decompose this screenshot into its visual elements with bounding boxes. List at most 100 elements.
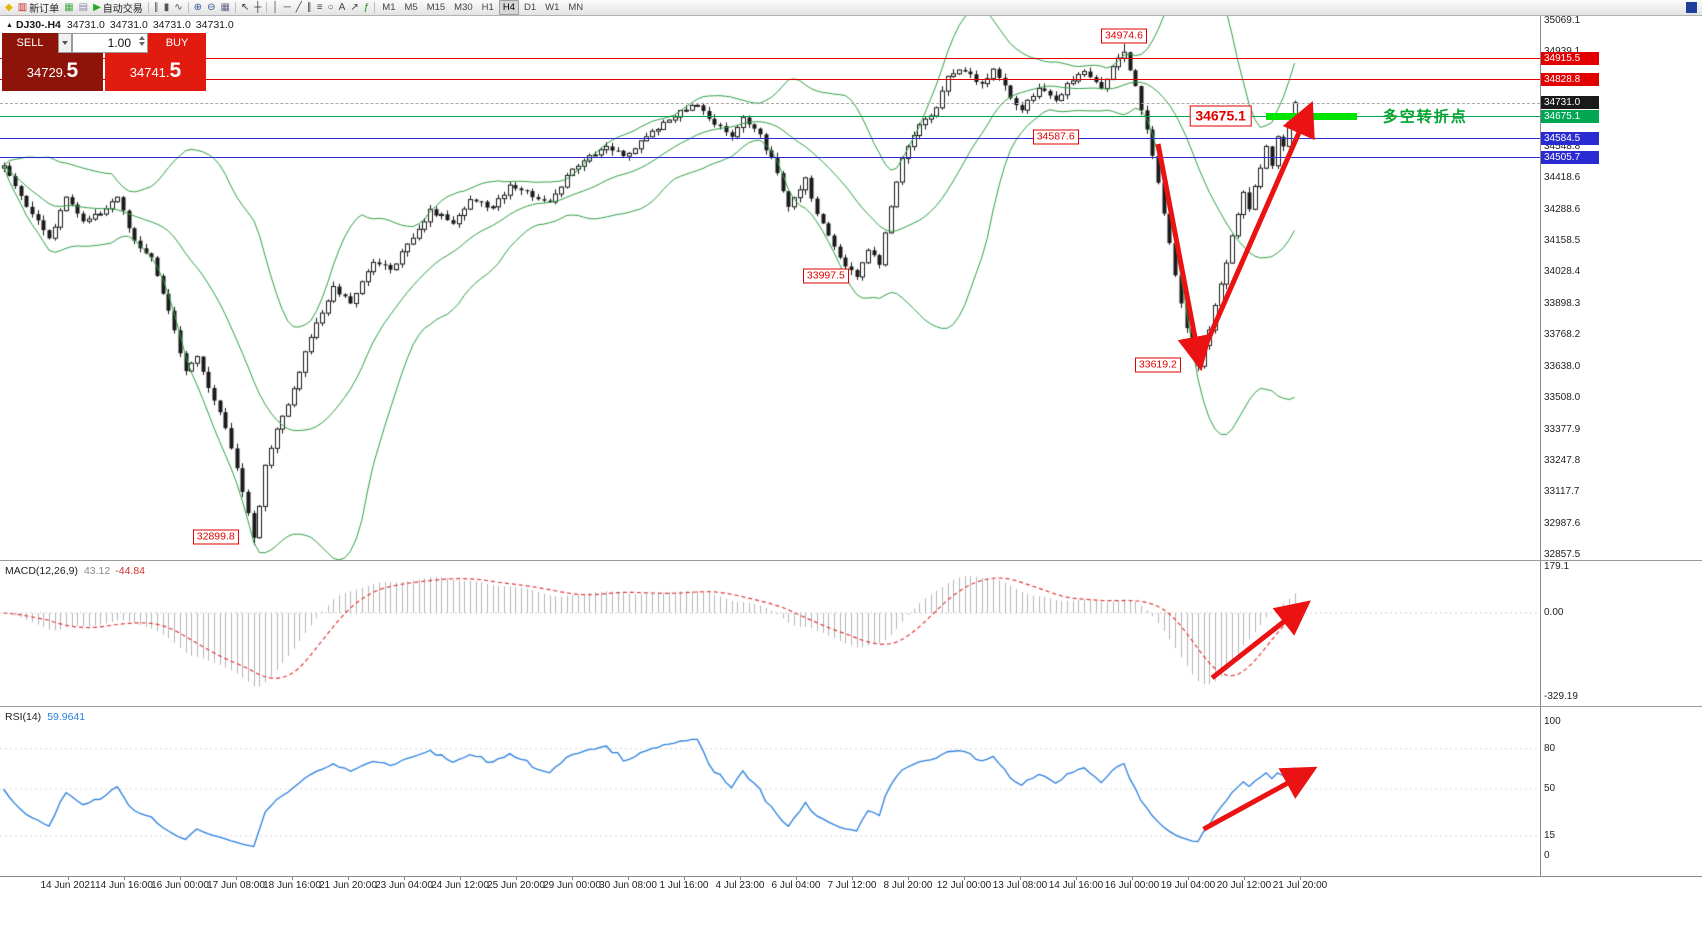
turning-point-text: 多空转折点 (1382, 108, 1468, 126)
time-axis-tick (964, 876, 965, 880)
symbol-name: DJ30-.H4 (15, 19, 61, 31)
horizontal-line-icon[interactable]: ─ (282, 1, 293, 15)
panel-separator[interactable] (0, 706, 1702, 707)
price-axis-label: 34028.4 (1544, 266, 1581, 278)
timeframe-h1[interactable]: H1 (481, 2, 494, 13)
time-axis-tick (572, 876, 573, 880)
profiles-icon[interactable]: ▤ (77, 1, 90, 15)
price-axis-label: 34548.8 (1544, 140, 1581, 152)
turning-point-highlight[interactable] (1266, 112, 1358, 120)
window-icon[interactable] (1686, 2, 1697, 13)
zoom-in-icon: ⊕ (193, 2, 203, 13)
timeframe-d1[interactable]: D1 (523, 2, 537, 13)
tile-windows-icon: ▦ (220, 2, 230, 13)
symbol-marker-icon: ▲ (6, 22, 13, 29)
profiles-icon: ▤ (78, 2, 89, 13)
timeframe-m1[interactable]: M1 (382, 2, 396, 13)
horizontal-line-34828.8 (0, 78, 1540, 80)
time-axis-label: 16 Jul 00:00 (1104, 880, 1160, 891)
channel-icon[interactable]: ∥ (305, 1, 314, 15)
macd-name: MACD(12,26,9) (5, 565, 78, 577)
panel-separator[interactable] (0, 560, 1702, 561)
price-tag: 34584.5 (1541, 131, 1599, 145)
toolbar-separator (374, 2, 376, 13)
time-axis-tick (908, 876, 909, 880)
time-axis-tick (628, 876, 629, 880)
shapes-icon[interactable]: ○ (326, 1, 336, 15)
time-axis-tick (796, 876, 797, 880)
symbol-ohlc-header: ▲ DJ30-.H4 34731.0 34731.0 34731.0 34731.0 (6, 19, 239, 31)
tile-windows-icon[interactable]: ▦ (218, 1, 231, 15)
indicators-icon: ƒ (363, 2, 370, 13)
line-chart-icon[interactable]: ∿ (172, 1, 184, 15)
trendline-icon[interactable]: ╱ (294, 1, 304, 15)
new-chart-icon: ▦ (64, 2, 74, 13)
buy-price[interactable]: 34741. 5 (105, 53, 206, 91)
time-axis-label: 20 Jul 12:00 (1216, 880, 1272, 891)
horizontal-line-icon: ─ (283, 2, 291, 13)
macd-main-value: 43.12 (83, 565, 111, 577)
price-axis-label: 33247.8 (1544, 455, 1581, 466)
price-tag: 34731.0 (1541, 96, 1599, 110)
sell-button[interactable]: SELL (2, 33, 58, 53)
zoom-in-icon[interactable]: ⊕ (192, 1, 204, 15)
main-chart-canvas[interactable] (0, 16, 1540, 560)
rsi-axis-label: 15 (1544, 829, 1556, 841)
autotrade-button[interactable]: ▶ 自动交易 (91, 1, 145, 15)
sell-price[interactable]: 34729. 5 (2, 53, 103, 91)
text-tool-icon[interactable]: A (337, 1, 348, 15)
stepper-down-icon[interactable] (139, 42, 145, 46)
logo-icon[interactable]: ◆ (3, 1, 15, 15)
buy-button[interactable]: BUY (148, 33, 206, 53)
rsi-label: RSI(14) 59.9641 (5, 711, 85, 723)
timeframe-m15[interactable]: M15 (426, 2, 446, 13)
price-annotation: 33997.5 (802, 268, 849, 284)
time-axis-label: 30 Jun 08:00 (599, 880, 657, 891)
one-click-trading-widget: SELL 1.00 BUY 34729. 5 34741. 5 (2, 33, 206, 91)
order-type-dropdown[interactable] (58, 33, 72, 53)
horizontal-line-34505.7 (0, 156, 1540, 158)
price-axis-label: 35069.1 (1544, 15, 1581, 27)
macd-axis-label: -329.19 (1544, 690, 1578, 702)
new-order-button: ▥ (17, 2, 28, 13)
volume-value: 1.00 (107, 36, 131, 50)
horizontal-line-34915.5 (0, 57, 1540, 59)
timeframe-m30[interactable]: M30 (454, 2, 473, 13)
time-axis-label: 13 Jul 08:00 (992, 880, 1048, 891)
new-order-button[interactable]: ▥ 新订单 (16, 1, 61, 15)
time-axis-label: 19 Jul 04:00 (1160, 880, 1216, 891)
horizontal-line-34584.5 (0, 137, 1540, 139)
timeframe-w1[interactable]: W1 (545, 2, 560, 13)
cursor-icon[interactable]: ↖ (239, 1, 251, 15)
price-axis-label: 32987.6 (1544, 517, 1581, 529)
fibonacci-icon[interactable]: ≡ (315, 1, 325, 15)
vertical-line-icon: │ (272, 2, 279, 13)
time-axis-tick (124, 876, 125, 880)
macd-panel-canvas[interactable] (0, 562, 1540, 706)
volume-input[interactable]: 1.00 (72, 33, 148, 53)
crosshair-icon[interactable]: ┼ (252, 1, 263, 15)
chevron-down-icon (62, 41, 68, 45)
price-axis-label: 34158.5 (1544, 235, 1581, 247)
vertical-line-icon[interactable]: │ (270, 1, 280, 15)
timeframe-mn[interactable]: MN (568, 2, 584, 13)
volume-stepper[interactable] (139, 36, 145, 46)
time-axis-tick (684, 876, 685, 880)
time-scale[interactable] (0, 876, 1702, 900)
cursor-icon: ↖ (240, 2, 250, 13)
timeframe-h4[interactable]: H4 (498, 0, 519, 15)
candle-chart-icon[interactable]: ▮ (162, 1, 172, 15)
toolbar: ◆ ▥ 新订单 ▦ ▤ ▶ 自动交易 ∥ ▮ ∿ ⊕ ⊖ ▦ ↖ ┼ │ ─ ╱ ∥ ≡ ○ A ↗ ƒ M1 M5 M15 M30 H… (0, 0, 1702, 16)
new-order-button-label: 新订单 (29, 4, 60, 15)
arrow-tool-icon[interactable]: ↗ (348, 1, 360, 15)
time-axis-tick (180, 876, 181, 880)
time-axis-label: 25 Jun 20:00 (487, 880, 545, 891)
time-axis-tick (1188, 876, 1189, 880)
stepper-up-icon[interactable] (139, 36, 145, 40)
rsi-panel-canvas[interactable] (0, 708, 1540, 876)
zoom-out-icon[interactable]: ⊖ (205, 1, 217, 15)
bar-chart-icon[interactable]: ∥ (152, 1, 161, 15)
indicators-icon[interactable]: ƒ (362, 1, 372, 15)
timeframe-m5[interactable]: M5 (404, 2, 418, 13)
new-chart-icon[interactable]: ▦ (62, 1, 75, 15)
